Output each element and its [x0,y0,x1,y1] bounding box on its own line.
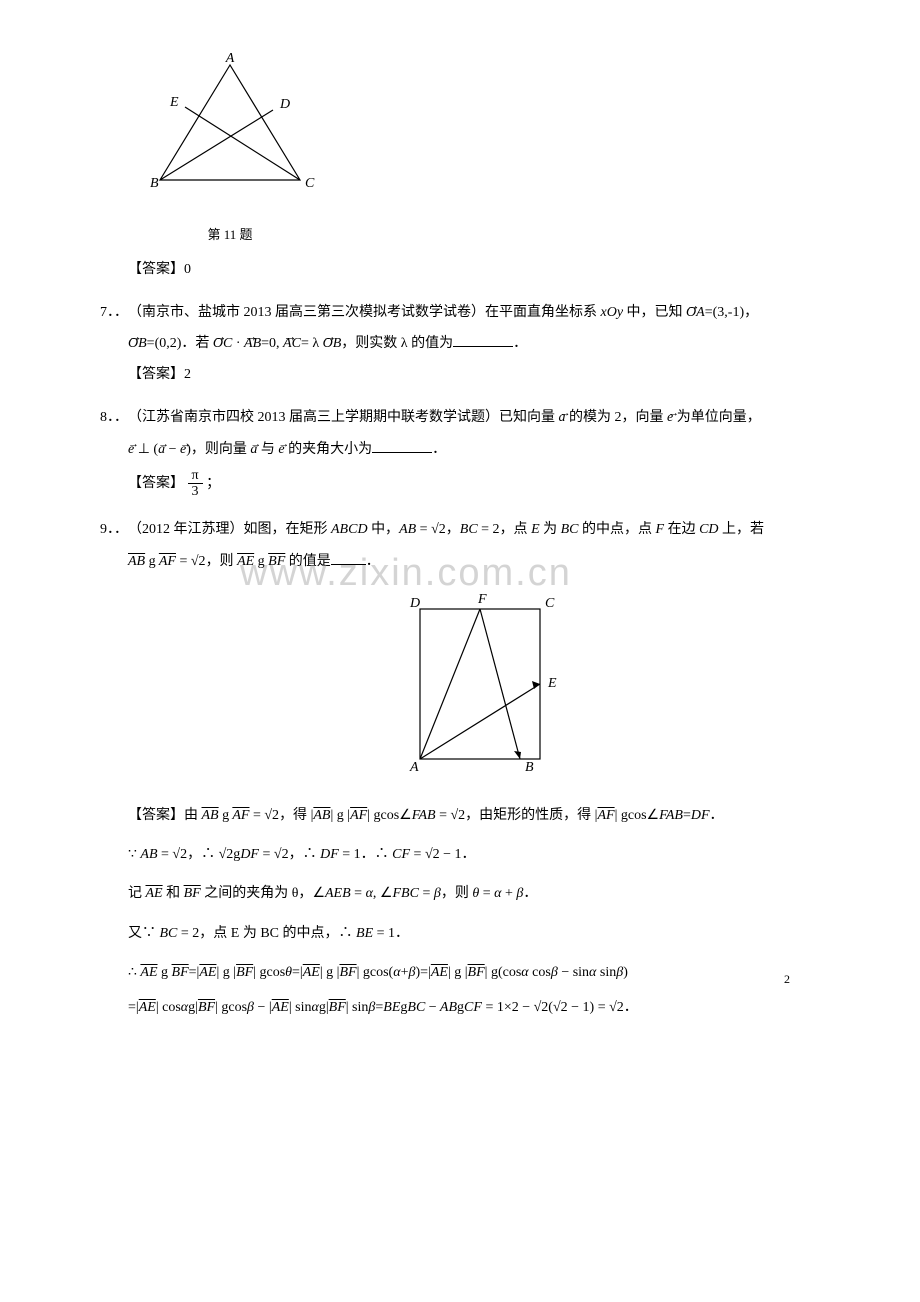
problem-9: 9．．（2012 年江苏理）如图，在矩形 ABCD 中，AB = √2，BC =… [100,517,860,1020]
solution-9-line4: 又∵ BC = 2，点 E 为 BC 的中点，∴ BE = 1． [128,921,860,946]
label-D: D [279,97,290,112]
svg-text:C: C [545,596,555,611]
figure-11: A B C D E 第 11 题 [130,50,860,247]
blank [453,332,513,347]
blank [331,550,366,565]
answer-label: 【答案】 [128,262,184,277]
problem-7-line2: →OB=(0,2)．若 →OC · →AB=0, →AC= λ →OB，则实数 … [128,331,860,356]
rectangle-diagram: D C A B F E [400,589,560,779]
figure-9: D C A B F E [100,589,860,788]
answer-6: 【答案】0 [128,257,860,282]
page-number: 2 [784,969,790,991]
solution-9-line5: ∴ AE g BF=|AE| g |BF| gcosθ=|AE| g |BF| … [128,960,860,985]
answer-7: 【答案】2 [128,362,860,387]
solution-9-line3: 记 AE 和 BF 之间的夹角为 θ，∠AEB = α, ∠FBC = β，则 … [128,881,860,906]
label-E: E [169,95,179,110]
figure-11-caption: 第 11 题 [130,223,330,246]
answer-value: 0 [184,262,191,277]
solution-9-line2: ∵ AB = √2，∴ √2gDF = √2，∴ DF = 1．∴ CF = √… [128,842,860,867]
label-A: A [225,51,235,66]
svg-text:B: B [525,760,534,775]
solution-9: 【答案】由 AB g AF = √2，得 |AB| g |AF| gcos∠FA… [128,803,860,828]
svg-text:A: A [409,760,419,775]
triangle-diagram: A B C D E [130,50,330,210]
solution-9-line6: =|AE| cosαg|BF| gcosβ − |AE| sinαg|BF| s… [128,995,860,1020]
page-content: A B C D E 第 11 题 【答案】0 7．．（南京市、盐城市 2013 … [100,50,860,1020]
svg-text:D: D [409,596,420,611]
problem-7: 7．．（南京市、盐城市 2013 届高三第三次模拟考试数学试卷）在平面直角坐标系… [100,300,860,388]
label-C: C [305,176,315,191]
problem-8-line2: →e ⊥ (→a − →e)，则向量 →a 与 →e 的夹角大小为． [128,437,860,462]
problem-8: 8．．（江苏省南京市四校 2013 届高三上学期期中联考数学试题）已知向量 →a… [100,405,860,499]
blank [372,438,432,453]
problem-9-line2: AB g AF = √2，则 AE g BF 的值是． [128,549,860,574]
svg-text:F: F [477,592,487,607]
source: （南京市、盐城市 2013 届高三第三次模拟考试数学试卷） [128,305,485,320]
svg-text:E: E [547,676,557,691]
label-B: B [150,176,159,191]
answer-8: 【答案】 π3 ； [128,468,860,500]
problem-num: 7．． [100,300,128,325]
